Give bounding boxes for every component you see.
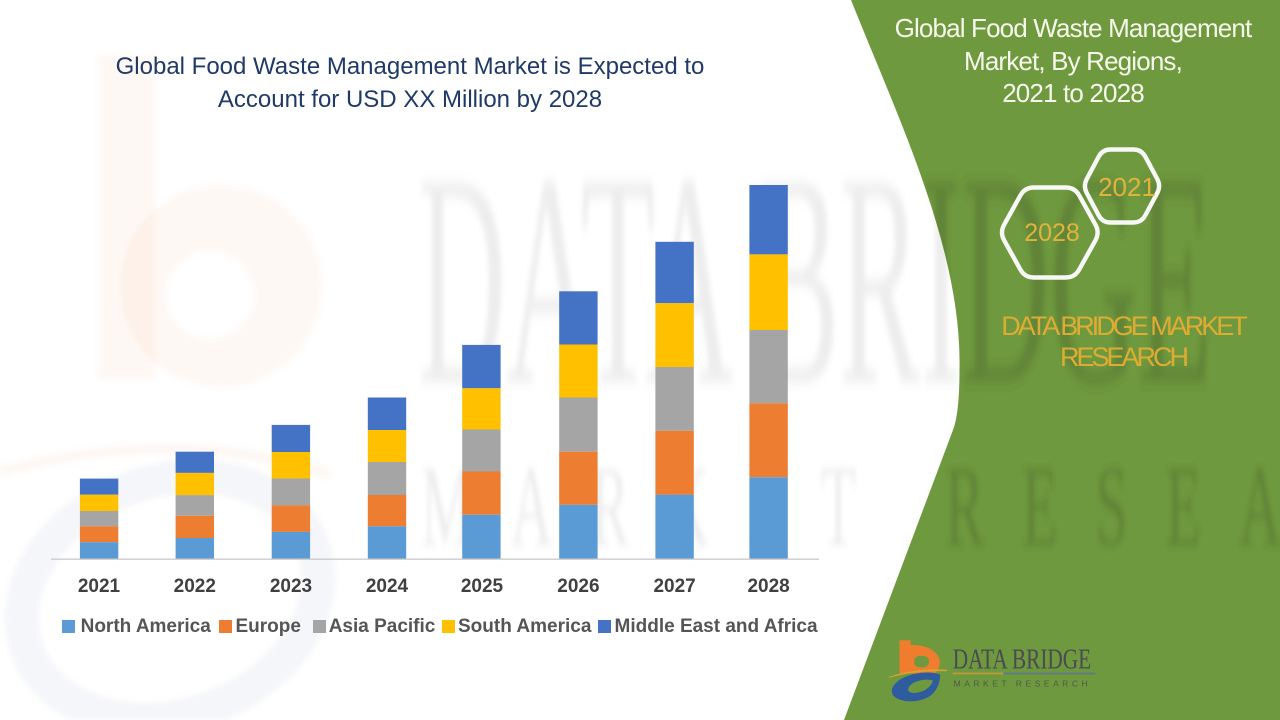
svg-text:DATA BRIDGE: DATA BRIDGE xyxy=(953,645,1091,676)
svg-text:MARKET RESEARCH: MARKET RESEARCH xyxy=(954,679,1092,689)
